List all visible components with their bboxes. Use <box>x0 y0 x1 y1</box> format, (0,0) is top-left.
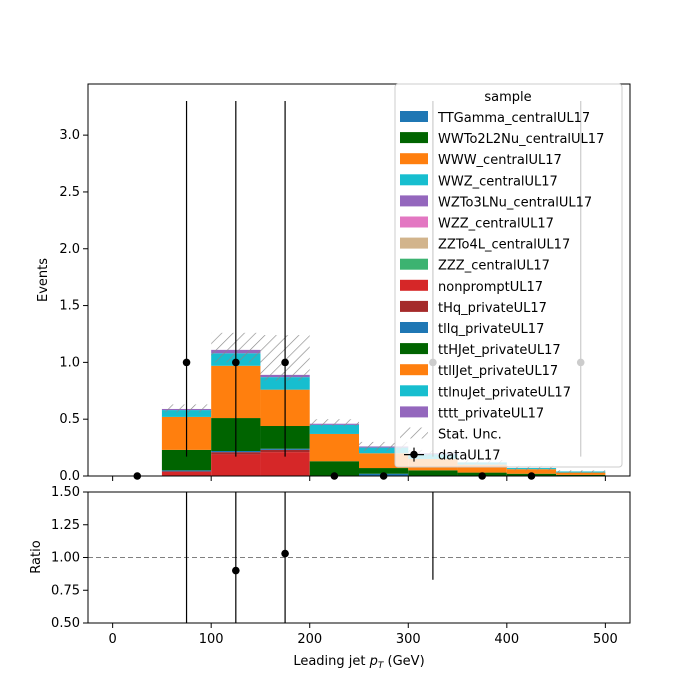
legend-swatch-ZZTo4L_centralUL17 <box>400 237 428 249</box>
main-y-tick-label-6: 3.0 <box>59 128 80 143</box>
stat-unc-band-bin-8 <box>506 465 557 471</box>
main-y-tick-label-0: 0.0 <box>59 469 80 484</box>
legend-swatch-ZZZ_centralUL17 <box>400 258 428 270</box>
legend-label-WWW_centralUL17: WWW_centralUL17 <box>438 153 562 168</box>
bar-segment-ttHJet_privateUL17-bin-1 <box>161 449 212 471</box>
ratio-plot-frame <box>87 491 631 624</box>
legend-label-TTGamma_centralUL17: TTGamma_centralUL17 <box>437 111 590 126</box>
legend-swatch-WWTo2L2Nu_centralUL17 <box>400 132 428 144</box>
ratio-x-tick-label-5: 500 <box>593 632 618 647</box>
legend-swatch-ttlnuJet_privateUL17 <box>400 385 428 397</box>
ratio-y-tick-label-3: 1.25 <box>51 518 80 533</box>
legend-swatch-WWW_centralUL17 <box>400 153 428 165</box>
main-y-axis-label: Events <box>36 258 51 302</box>
legend-items: TTGamma_centralUL17 WWTo2L2Nu_centralUL17… <box>400 111 604 464</box>
legend-swatch-ttllJet_privateUL17 <box>400 364 428 376</box>
ratio-point-2 <box>281 549 289 558</box>
legend-swatch-tHq_privateUL17 <box>400 300 428 312</box>
main-axis-ticks: 0.0 0.5 1.0 1.5 2.0 2.5 3.0 <box>59 128 606 484</box>
ratio-y-tick-label-4: 1.50 <box>51 485 80 500</box>
legend-swatch-stat-unc <box>400 427 428 439</box>
bar-segment-tllq_privateUL17-bin-1 <box>161 470 212 472</box>
legend-swatch-TTGamma_centralUL17 <box>400 111 428 122</box>
legend-label-ttllJet_privateUL17: ttllJet_privateUL17 <box>438 364 558 379</box>
legend-label-tHq_privateUL17: tHq_privateUL17 <box>438 301 547 316</box>
ratio-y-tick-label-2: 1.00 <box>51 551 80 566</box>
main-y-tick-label-4: 2.0 <box>59 242 80 257</box>
legend-label-ttHJet_privateUL17: ttHJet_privateUL17 <box>438 343 561 358</box>
legend-label-WZTo3LNu_centralUL17: WZTo3LNu_centralUL17 <box>438 195 592 210</box>
bar-segment-nonpromptUL17-bin-1 <box>161 471 212 476</box>
stat-unc-band-bin-5 <box>359 441 409 452</box>
ratio-y-tick-label-0: 0.50 <box>51 616 80 631</box>
legend: sample TTGamma_centralUL17 WWTo2L2Nu_cent… <box>394 83 623 468</box>
legend-label-data: dataUL17 <box>438 449 501 464</box>
ratio-x-tick-label-4: 400 <box>494 632 519 647</box>
legend-label-ZZTo4L_centralUL17: ZZTo4L_centralUL17 <box>438 238 570 253</box>
main-plot-frame <box>87 83 631 477</box>
bar-segment-ttHJet_privateUL17-bin-5 <box>359 468 409 474</box>
ratio-y-axis-label: Ratio <box>29 540 44 573</box>
x-axis-label: Leading jet pT (GeV) <box>293 654 424 671</box>
ratio-x-tick-label-3: 300 <box>396 632 421 647</box>
ratio-x-tick-label-1: 100 <box>199 632 224 647</box>
bar-segment-ttHJet_privateUL17-bin-6 <box>408 470 458 476</box>
legend-data-marker <box>410 450 418 459</box>
legend-label-WZZ_centralUL17: WZZ_centralUL17 <box>438 217 554 232</box>
stat-unc-band-bin-4 <box>309 419 359 427</box>
ratio-plot-panel: 0 100 200 300 400 500 0.50 0.75 1.00 1.25 1.50 Rat… <box>29 485 631 671</box>
legend-swatch-WZZ_centralUL17 <box>400 216 428 228</box>
data-point-3 <box>281 358 289 367</box>
ratio-points <box>185 492 434 623</box>
ratio-x-tick-label-2: 200 <box>297 632 322 647</box>
ratio-axis-ticks: 0 100 200 300 400 500 0.50 0.75 1.00 1.25 1.50 <box>51 485 618 647</box>
legend-label-nonpromptUL17: nonpromptUL17 <box>438 280 543 295</box>
legend-swatch-tllq_privateUL17 <box>400 322 428 333</box>
main-y-tick-label-1: 0.5 <box>59 412 80 427</box>
legend-title: sample <box>484 90 531 105</box>
main-y-tick-label-2: 1.0 <box>59 355 80 370</box>
bar-segment-ttHJet_privateUL17-bin-4 <box>309 461 359 476</box>
ratio-point-1 <box>232 566 240 575</box>
legend-swatch-tttt_privateUL17 <box>400 406 428 418</box>
main-y-tick-label-5: 2.5 <box>59 185 80 200</box>
legend-label-tttt_privateUL17: tttt_privateUL17 <box>438 406 544 421</box>
legend-label-ZZZ_centralUL17: ZZZ_centralUL17 <box>438 259 550 274</box>
bar-segment-ttHJet_privateUL17-bin-9 <box>556 474 606 476</box>
legend-label-WWZ_centralUL17: WWZ_centralUL17 <box>438 174 558 189</box>
legend-swatch-WZTo3LNu_centralUL17 <box>400 195 428 207</box>
bar-segment-ttllJet_privateUL17-bin-9 <box>556 472 606 475</box>
legend-label-ttlnuJet_privateUL17: ttlnuJet_privateUL17 <box>438 385 571 400</box>
bar-segment-ttllJet_privateUL17-bin-4 <box>309 433 359 462</box>
legend-swatch-ttHJet_privateUL17 <box>400 343 428 355</box>
main-y-tick-label-3: 1.5 <box>59 299 80 314</box>
bar-segment-ttlnuJet_privateUL17-bin-4 <box>309 424 359 434</box>
legend-swatch-WWZ_centralUL17 <box>400 174 428 186</box>
bar-segment-nonpromptUL17-bin-2 <box>211 454 261 476</box>
ratio-x-tick-label-0: 0 <box>108 632 116 647</box>
legend-label-WWTo2L2Nu_centralUL17: WWTo2L2Nu_centralUL17 <box>438 132 604 147</box>
legend-swatch-nonpromptUL17 <box>400 279 428 291</box>
ratio-y-tick-label-1: 0.75 <box>51 583 80 598</box>
data-point-1 <box>182 358 191 367</box>
bar-segment-ttllJet_privateUL17-bin-7 <box>457 464 507 473</box>
bar-segment-nonpromptUL17-bin-3 <box>260 452 310 476</box>
bar-segment-ttllJet_privateUL17-bin-8 <box>506 469 557 474</box>
stat-unc-band-bin-9 <box>556 470 606 473</box>
legend-label-stat-unc: Stat. Unc. <box>438 428 502 443</box>
legend-box <box>394 83 623 468</box>
legend-label-tllq_privateUL17: tllq_privateUL17 <box>438 322 544 337</box>
data-point-2 <box>232 358 240 367</box>
